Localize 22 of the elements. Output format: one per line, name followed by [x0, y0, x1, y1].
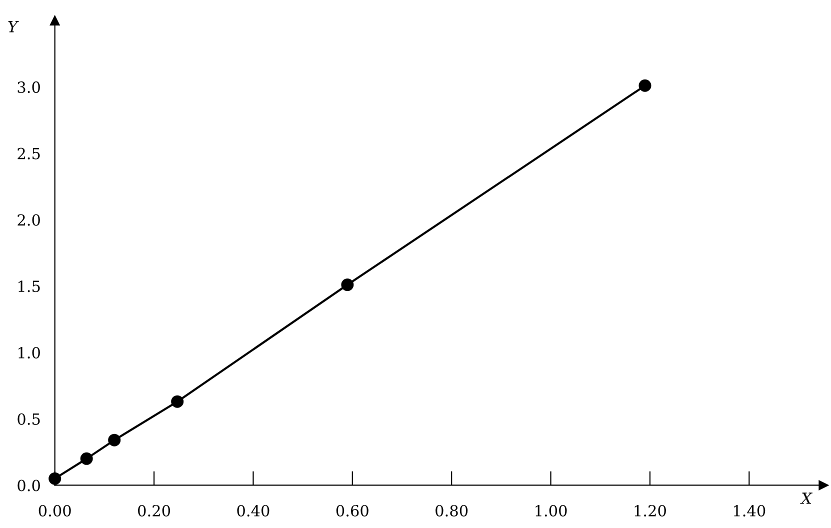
x-axis-title: X [800, 492, 812, 504]
point [638, 79, 652, 92]
y-tick-label: 1.0 [18, 346, 40, 358]
x-tick-label: 0.40 [237, 504, 270, 516]
x-tick-label: 1.00 [536, 504, 567, 516]
x-tick-label: 0.00 [38, 504, 71, 516]
y-tick-label: 1.5 [18, 280, 40, 292]
x-tick-label: 0.60 [336, 504, 368, 516]
y-tick-label: 0.5 [18, 413, 40, 425]
y-tick-label: 2.0 [18, 214, 40, 226]
x-tick-label: 1.40 [734, 504, 766, 516]
x-tick-label: 0.80 [436, 504, 468, 516]
point [341, 278, 354, 292]
x-tick-label: 1.20 [634, 504, 666, 516]
y-tick-label: 3.0 [18, 81, 40, 93]
x-tick-label: 0.20 [138, 504, 170, 516]
y-tick-label: 2.5 [18, 148, 40, 160]
point [108, 434, 121, 446]
y-axis-title: Y [8, 21, 19, 32]
point [171, 395, 184, 408]
point [80, 452, 93, 465]
y-tick-label: 0.0 [18, 480, 40, 492]
